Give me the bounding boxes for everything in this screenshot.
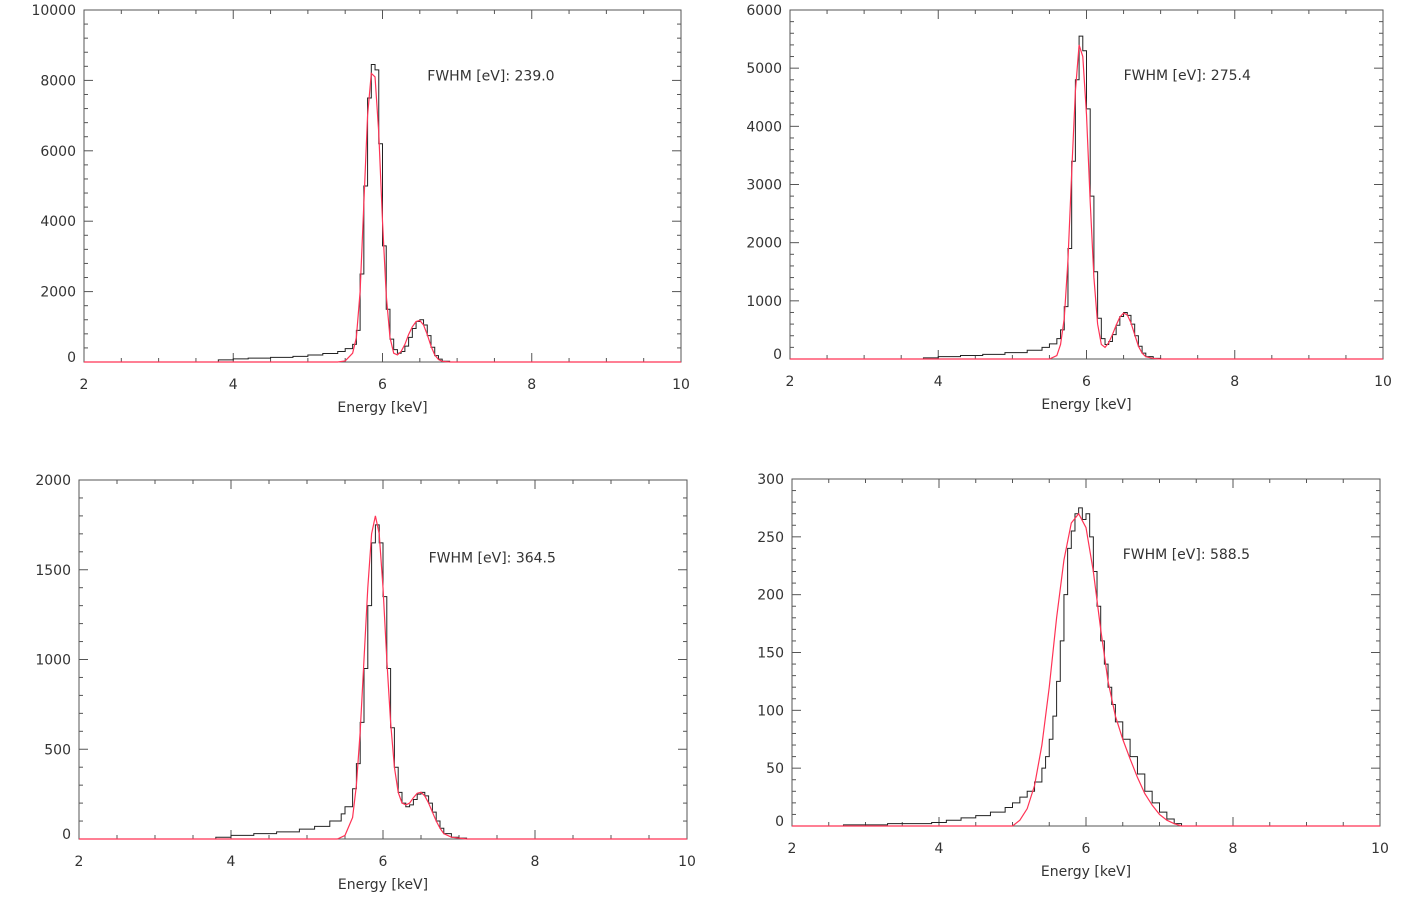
y-tick-label: 1500	[35, 563, 71, 579]
fit-curve	[84, 72, 681, 363]
x-tick-label: 4	[934, 374, 943, 390]
y-tick-label: 500	[44, 742, 71, 758]
y-tick-label: 4000	[40, 214, 76, 230]
x-tick-label: 10	[678, 854, 696, 870]
x-tick-label: 4	[227, 854, 236, 870]
y-tick-label: 2000	[40, 285, 76, 301]
x-tick-label: 8	[1230, 374, 1239, 390]
y-tick-label: 300	[757, 472, 784, 488]
y-tick-label: 10000	[31, 3, 76, 19]
x-tick-label: 4	[229, 377, 238, 393]
x-tick-label: 10	[1371, 841, 1389, 857]
x-tick-label: 10	[672, 377, 690, 393]
x-tick-label: 10	[1374, 374, 1392, 390]
chart-panel-2: 2 4 6 8 10 0 1000 2000 3000 4000 5000 6000 Energy [k…	[746, 3, 1392, 413]
fwhm-annotation: FWHM [eV]: 364.5	[429, 551, 556, 567]
x-tick-label: 8	[1229, 841, 1238, 857]
histogram-series	[901, 35, 1162, 360]
y-tick-label: 0	[67, 350, 76, 366]
x-tick-label: 8	[531, 854, 540, 870]
x-tick-label: 6	[379, 854, 388, 870]
x-tick-label: 2	[75, 854, 84, 870]
chart-panel-1: 2 4 6 8 10 0 2000 4000 6000 8000 10000 Energy [keV]…	[31, 3, 689, 416]
y-tick-label: 200	[757, 588, 784, 604]
y-tick-label: 6000	[746, 3, 782, 19]
y-tick-label: 250	[757, 530, 784, 546]
x-tick-label: 6	[1082, 374, 1091, 390]
x-tick-label: 4	[935, 841, 944, 857]
y-tick-label: 3000	[746, 178, 782, 194]
y-tick-label: 8000	[40, 73, 76, 89]
fit-curve	[790, 44, 1383, 360]
chart-panel-3: 2 4 6 8 10 0 500 1000 1500 2000 Energy [keV] FWHM […	[35, 473, 696, 893]
x-tick-label: 2	[80, 377, 89, 393]
y-tick-label: 0	[775, 814, 784, 830]
y-tick-label: 4000	[746, 119, 782, 135]
histogram-series	[842, 507, 1183, 826]
y-tick-label: 1000	[746, 294, 782, 310]
fit-curve	[79, 515, 687, 840]
plot-frame	[78, 479, 688, 840]
y-tick-label: 50	[766, 761, 784, 777]
x-tick-label: 2	[786, 374, 795, 390]
fwhm-annotation: FWHM [eV]: 588.5	[1123, 547, 1250, 563]
y-tick-label: 0	[62, 827, 71, 843]
fwhm-annotation: FWHM [eV]: 275.4	[1124, 68, 1251, 84]
x-axis-title: Energy [keV]	[1041, 397, 1131, 413]
y-tick-label: 150	[757, 646, 784, 662]
x-axis-title: Energy [keV]	[337, 400, 427, 416]
fwhm-annotation: FWHM [eV]: 239.0	[427, 68, 554, 84]
y-tick-label: 1000	[35, 653, 71, 669]
y-tick-label: 2000	[35, 473, 71, 489]
y-tick-label: 0	[773, 347, 782, 363]
x-tick-label: 2	[788, 841, 797, 857]
y-tick-label: 2000	[746, 236, 782, 252]
fit-curve	[792, 512, 1380, 827]
y-tick-label: 6000	[40, 144, 76, 160]
y-tick-label: 5000	[746, 61, 782, 77]
x-tick-label: 8	[527, 377, 536, 393]
x-tick-label: 6	[1082, 841, 1091, 857]
x-axis-title: Energy [keV]	[338, 877, 428, 893]
x-tick-label: 6	[378, 377, 387, 393]
histogram-series	[195, 64, 451, 363]
x-axis-title: Energy [keV]	[1041, 864, 1131, 880]
histogram-series	[193, 524, 468, 840]
y-tick-label: 100	[757, 703, 784, 719]
